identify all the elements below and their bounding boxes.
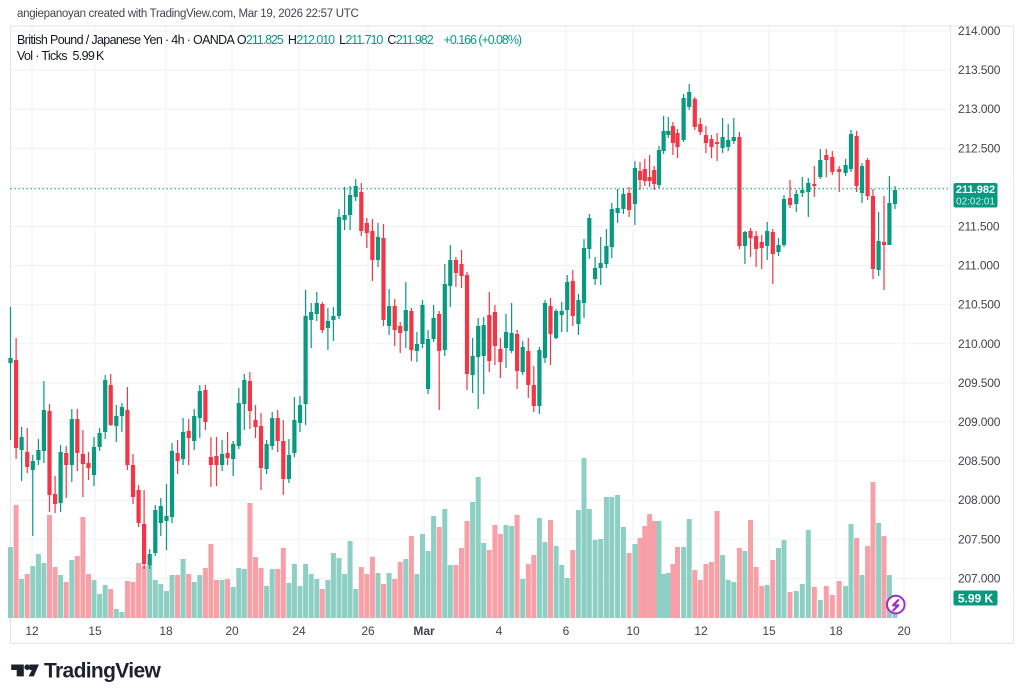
svg-text:10: 10	[626, 624, 640, 638]
svg-text:210.500: 210.500	[958, 298, 1001, 312]
svg-text:5.99 K: 5.99 K	[958, 592, 994, 606]
svg-text:208.000: 208.000	[958, 493, 1001, 507]
svg-text:209.500: 209.500	[958, 376, 1001, 390]
svg-text:214.000: 214.000	[958, 24, 1001, 38]
svg-text:15: 15	[88, 624, 102, 638]
svg-text:213.000: 213.000	[958, 102, 1001, 116]
svg-text:02:02:01: 02:02:01	[956, 197, 995, 208]
svg-text:211.000: 211.000	[958, 259, 1000, 273]
svg-text:211.500: 211.500	[958, 220, 1000, 234]
svg-text:18: 18	[159, 624, 173, 638]
svg-text:18: 18	[829, 624, 843, 638]
svg-text:211.982: 211.982	[956, 184, 995, 196]
svg-text:212.500: 212.500	[958, 141, 1001, 155]
svg-text:209.000: 209.000	[958, 415, 1001, 429]
svg-text:6: 6	[563, 624, 570, 638]
svg-text:12: 12	[25, 624, 39, 638]
svg-text:TradingView: TradingView	[44, 660, 161, 683]
svg-text:12: 12	[694, 624, 708, 638]
svg-text:4: 4	[496, 624, 503, 638]
svg-text:20: 20	[225, 624, 239, 638]
svg-text:20: 20	[897, 624, 911, 638]
svg-text:210.000: 210.000	[958, 337, 1001, 351]
svg-text:15: 15	[762, 624, 776, 638]
svg-text:Mar: Mar	[413, 624, 435, 638]
svg-text:26: 26	[361, 624, 375, 638]
svg-text:24: 24	[292, 624, 306, 638]
svg-text:207.000: 207.000	[958, 571, 1001, 585]
svg-text:207.500: 207.500	[958, 532, 1001, 546]
svg-text:213.500: 213.500	[958, 63, 1001, 77]
svg-text:208.500: 208.500	[958, 454, 1001, 468]
